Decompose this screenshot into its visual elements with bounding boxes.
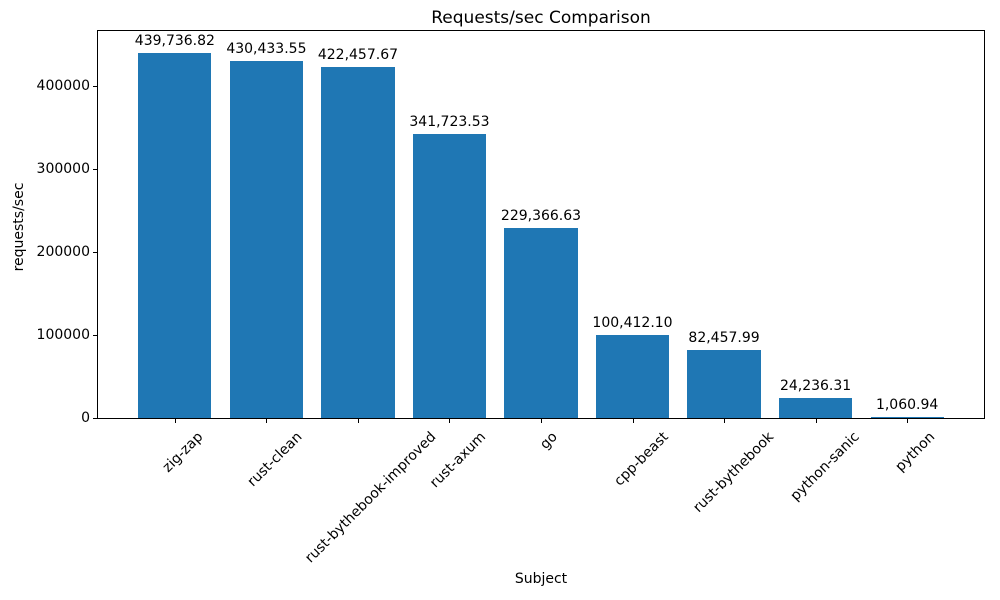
y-tick-label: 0 — [81, 410, 90, 426]
x-category-label: rust-clean — [244, 429, 306, 490]
x-category-label: rust-bythebook — [690, 429, 778, 516]
x-category-label: python — [892, 429, 939, 475]
y-tick-mark — [93, 418, 97, 419]
bar — [595, 334, 670, 418]
x-category-label: cpp-beast — [611, 429, 672, 490]
y-tick-mark — [93, 335, 97, 336]
y-tick-mark — [93, 169, 97, 170]
bar-value-label: 341,723.53 — [409, 114, 490, 131]
bar-value-label: 100,412.10 — [592, 314, 673, 331]
chart-title: Requests/sec Comparison — [431, 8, 651, 28]
x-category-label: python-sanic — [787, 429, 863, 505]
bar — [412, 134, 487, 418]
bar-value-label: 229,366.63 — [500, 207, 582, 224]
bar-value-label: 430,433.55 — [226, 40, 307, 57]
bar-value-label: 439,736.82 — [134, 33, 215, 50]
bar — [504, 227, 578, 418]
y-tick-label: 400000 — [36, 78, 90, 94]
bar — [870, 417, 944, 418]
x-tick-mark — [449, 419, 451, 423]
bar-value-label: 1,060.94 — [875, 397, 939, 413]
y-tick-label: 100000 — [36, 327, 90, 343]
y-tick-mark — [93, 86, 97, 87]
x-category-label: go — [536, 429, 561, 453]
bar-value-label: 82,457.99 — [688, 329, 760, 346]
bar — [229, 60, 304, 418]
x-tick-mark — [541, 419, 542, 423]
y-tick-label: 300000 — [36, 161, 90, 177]
x-tick-mark — [907, 419, 909, 423]
x-tick-mark — [174, 419, 176, 423]
bar-value-label: 422,457.67 — [317, 47, 399, 64]
bar — [138, 53, 212, 418]
y-tick-label: 200000 — [36, 244, 90, 260]
y-tick-mark — [93, 252, 97, 253]
x-tick-mark — [724, 419, 726, 423]
x-category-label: zig-zap — [159, 429, 207, 476]
bar — [778, 397, 853, 418]
x-axis-label: Subject — [514, 571, 568, 587]
bar — [321, 67, 395, 418]
x-category-label: rust-bythebook-improved — [301, 429, 439, 567]
x-tick-mark — [357, 419, 359, 423]
x-tick-mark — [266, 419, 268, 423]
x-tick-mark — [632, 419, 634, 423]
bar — [687, 349, 761, 418]
x-tick-mark — [815, 419, 817, 423]
bar-value-label: 24,236.31 — [779, 377, 852, 394]
